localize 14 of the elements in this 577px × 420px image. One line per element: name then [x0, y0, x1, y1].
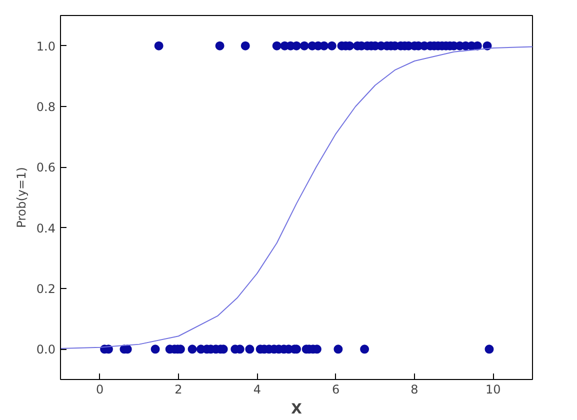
x-tick-label: 0 [96, 382, 104, 396]
y-axis-title: Prob(y=1) [14, 167, 28, 228]
x-tick-label: 4 [253, 382, 261, 396]
y-tick-label: 0.8 [36, 100, 56, 114]
x-axis-title: X [291, 402, 302, 418]
x-tick-label: 2 [174, 382, 182, 396]
y-tick-label: 1.0 [36, 39, 56, 54]
y-tick-label: 0.4 [36, 221, 56, 236]
y-tick-label: 0.6 [36, 160, 56, 175]
x-tick-label: 10 [486, 382, 501, 396]
x-tick-label: 8 [410, 382, 418, 396]
y-tick-label: 0.2 [36, 282, 56, 296]
y-tick-label: 0.0 [36, 342, 56, 357]
x-tick-label: 6 [332, 382, 340, 396]
